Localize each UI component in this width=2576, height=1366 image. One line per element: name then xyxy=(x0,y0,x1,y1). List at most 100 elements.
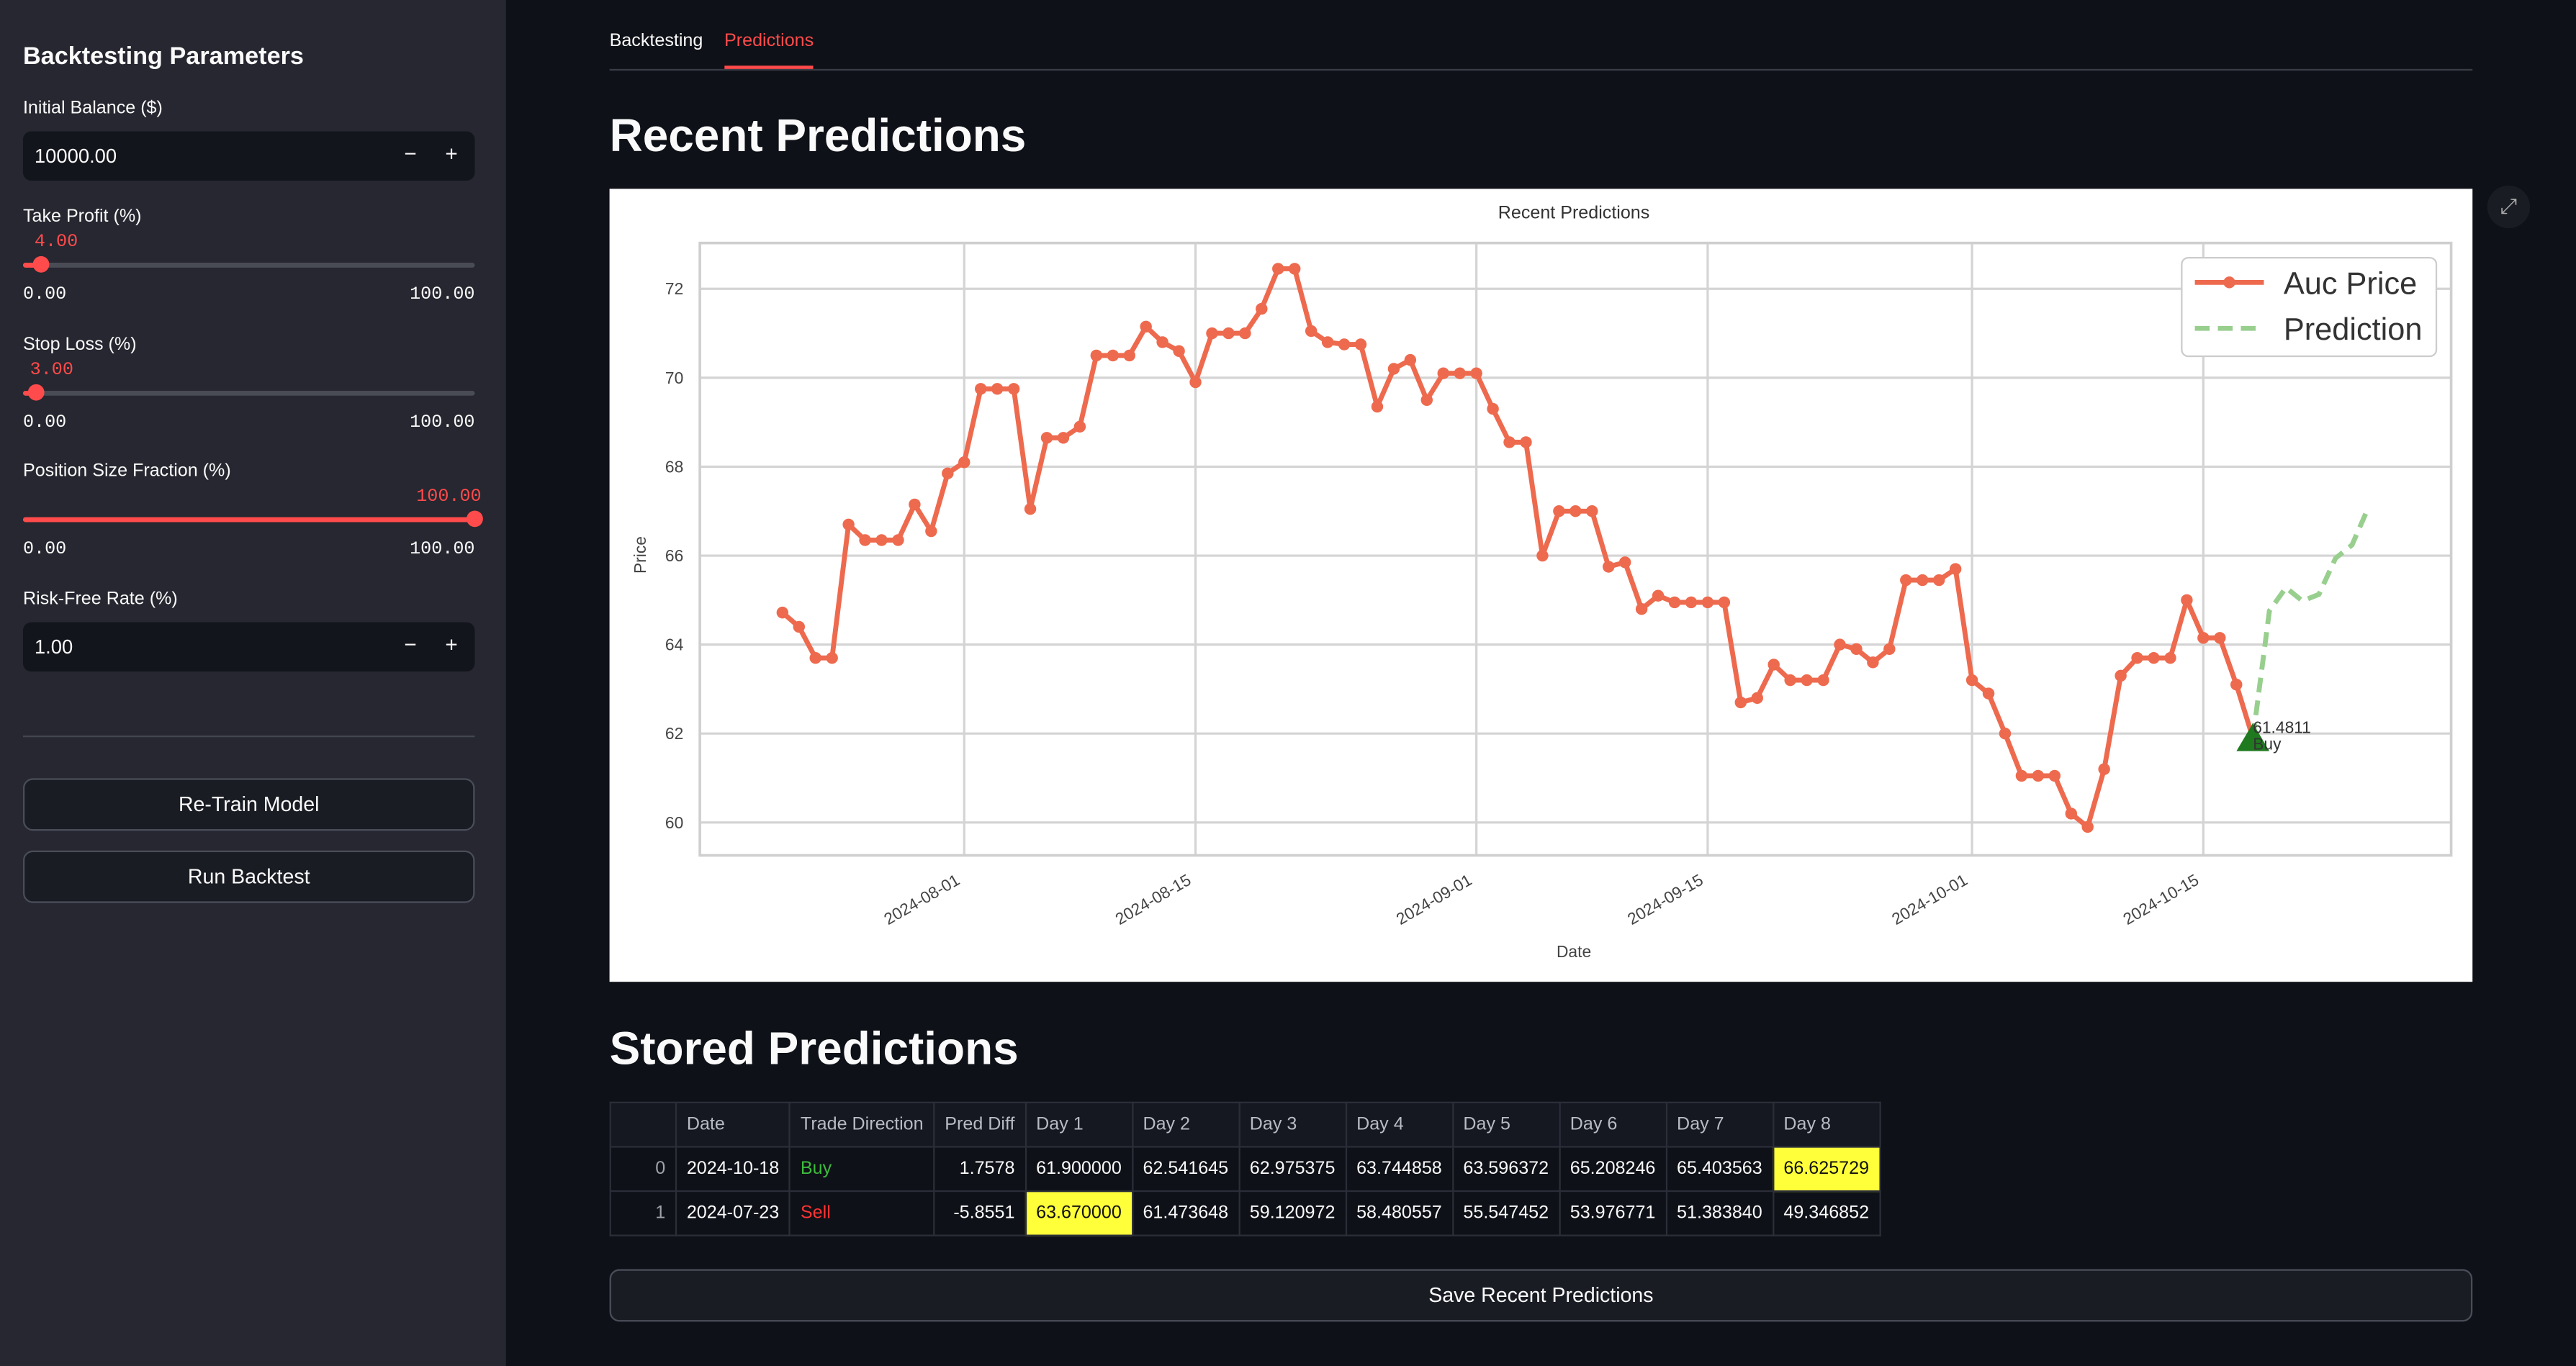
point xyxy=(991,383,1004,395)
slider-track xyxy=(22,390,475,396)
annotation-signal: Buy xyxy=(2253,734,2282,753)
field-label: Position Size Fraction (%) xyxy=(22,461,231,481)
x-tick-label: 2024-09-01 xyxy=(1393,870,1475,928)
column-header[interactable]: Day 6 xyxy=(1558,1101,1667,1148)
heading: Stored Predictions xyxy=(609,1023,1019,1074)
point xyxy=(776,606,789,619)
tab[interactable]: Predictions xyxy=(724,31,814,51)
column-header[interactable]: Pred Diff xyxy=(933,1101,1027,1148)
column-header[interactable]: Day 4 xyxy=(1345,1101,1454,1148)
increment-button[interactable]: + xyxy=(445,141,458,166)
tab[interactable]: Backtesting xyxy=(609,31,703,51)
table-cell: 66.625729 xyxy=(1772,1146,1881,1193)
divider xyxy=(22,736,475,738)
point xyxy=(809,651,821,664)
fullscreen-button[interactable]: ⤢ xyxy=(2487,185,2531,229)
tab-underline xyxy=(724,65,814,69)
point xyxy=(1999,728,2012,740)
point xyxy=(1470,367,1482,379)
slider-thumb[interactable] xyxy=(32,255,50,273)
slider-min: 0.00 xyxy=(22,285,67,306)
legend-marker xyxy=(2223,276,2235,289)
point xyxy=(1932,574,1945,587)
table-cell: 61.900000 xyxy=(1024,1146,1133,1193)
point xyxy=(1536,549,1549,562)
column-header[interactable]: Trade Direction xyxy=(788,1101,935,1148)
chart: Recent Predictions Date Price 60 62 64 66 68… xyxy=(609,189,2473,982)
point xyxy=(892,534,904,546)
slider-max: 100.00 xyxy=(410,285,475,306)
point xyxy=(1487,402,1499,415)
table-cell: 2024-07-23 xyxy=(675,1190,791,1236)
slider-thumb[interactable] xyxy=(28,384,45,401)
point xyxy=(1156,336,1168,348)
point xyxy=(2115,669,2127,682)
x-tick-label: 2024-10-01 xyxy=(1888,870,1971,928)
table-cell: 53.976771 xyxy=(1558,1190,1667,1236)
number-input[interactable]: 10000.00 − + xyxy=(22,131,475,181)
table-cell: 62.541645 xyxy=(1131,1146,1240,1193)
column-header[interactable]: Day 8 xyxy=(1772,1101,1881,1148)
table-row: 1 2024-07-23 Sell -5.8551 63.670000 61.473648… xyxy=(609,1190,1881,1236)
point xyxy=(1586,505,1598,517)
point xyxy=(2015,769,2028,782)
sidebar-button[interactable]: Run Backtest xyxy=(22,850,475,903)
column-header[interactable]: Day 2 xyxy=(1131,1101,1240,1148)
decrement-button[interactable]: − xyxy=(404,632,417,657)
point xyxy=(1007,383,1020,395)
point xyxy=(2081,820,2094,833)
y-tick-label: 68 xyxy=(665,457,683,476)
y-tick-label: 62 xyxy=(665,724,683,743)
point xyxy=(1965,674,1978,687)
save-button[interactable]: Save Recent Predictions xyxy=(609,1269,2473,1322)
point xyxy=(1850,643,1863,656)
field-label: Stop Loss (%) xyxy=(22,335,137,355)
slider-fill xyxy=(22,263,42,268)
slider-value: 4.00 xyxy=(34,232,78,253)
point xyxy=(826,651,838,664)
point xyxy=(1338,338,1351,350)
table-cell: 59.120972 xyxy=(1238,1190,1347,1236)
table-cell: Sell xyxy=(788,1190,935,1236)
number-input[interactable]: 1.00 − + xyxy=(22,622,475,672)
table-cell: -5.8551 xyxy=(933,1190,1027,1236)
table-cell: Buy xyxy=(788,1146,935,1193)
point xyxy=(1553,505,1565,517)
table-row: 0 2024-10-18 Buy 1.7578 61.900000 62.541645 62… xyxy=(609,1146,1881,1193)
x-tick-label: 2024-09-15 xyxy=(1624,870,1706,928)
point xyxy=(1024,502,1037,515)
column-header[interactable]: Day 7 xyxy=(1665,1101,1774,1148)
slider-thumb[interactable] xyxy=(467,510,483,528)
point xyxy=(1437,367,1449,379)
column-header[interactable]: Day 5 xyxy=(1451,1101,1561,1148)
point xyxy=(1883,643,1896,656)
slider-track xyxy=(22,263,475,268)
increment-button[interactable]: + xyxy=(445,632,458,657)
point xyxy=(2181,594,2193,607)
series-line xyxy=(780,266,2256,830)
column-header[interactable]: Day 3 xyxy=(1238,1101,1347,1148)
point xyxy=(1256,302,1268,315)
column-header[interactable]: Day 1 xyxy=(1024,1101,1133,1148)
slider-fill xyxy=(22,517,475,523)
series-line xyxy=(2250,506,2371,738)
signal-marker xyxy=(2236,723,2270,751)
column-header[interactable]: Date xyxy=(675,1101,791,1148)
sidebar-button[interactable]: Re-Train Model xyxy=(22,778,475,831)
y-tick-label: 66 xyxy=(665,546,683,565)
table-cell: 2024-10-18 xyxy=(675,1146,791,1193)
point xyxy=(1867,656,1879,669)
point xyxy=(1107,349,1120,362)
decrement-button[interactable]: − xyxy=(404,141,417,166)
slider-value: 3.00 xyxy=(30,361,73,381)
point xyxy=(842,518,855,530)
column-header[interactable] xyxy=(609,1101,677,1148)
heading: Recent Predictions xyxy=(609,109,1027,161)
point xyxy=(1767,659,1780,671)
point xyxy=(1949,563,1962,575)
point xyxy=(1222,327,1235,340)
y-tick-label: 60 xyxy=(665,813,683,832)
point xyxy=(1040,432,1053,444)
